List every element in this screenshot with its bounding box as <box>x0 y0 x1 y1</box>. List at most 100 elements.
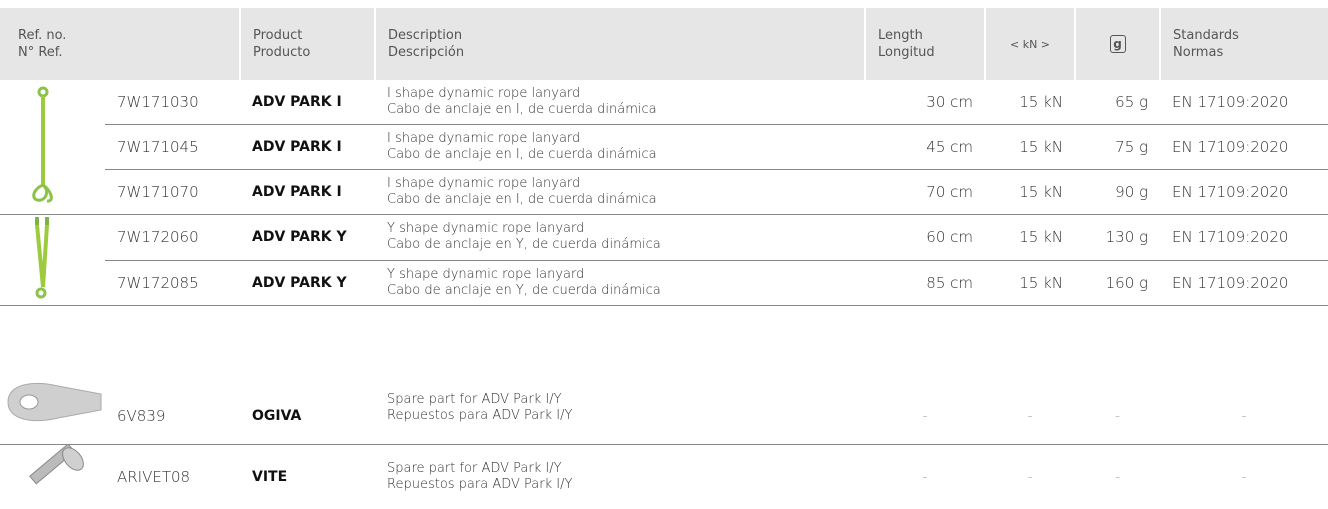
product-illustration <box>23 215 83 301</box>
header-text: Product <box>253 27 362 44</box>
standard: - <box>1160 306 1328 445</box>
cell-weight: 65 g <box>1075 80 1160 124</box>
description-en: Y shape dynamic rope lanyard <box>387 221 853 237</box>
header-text: Descripción <box>388 44 852 61</box>
product-illustration <box>3 372 103 432</box>
cell-length: 30 cm <box>865 80 985 124</box>
product-image <box>0 445 105 509</box>
weight-icon: g <box>1110 35 1126 53</box>
product-name: OGIVA <box>240 306 375 445</box>
cell-strength: - <box>985 306 1075 445</box>
ref-number: 7W171070 <box>105 169 240 214</box>
cell-length: - <box>865 306 985 445</box>
header-text: Normas <box>1173 44 1316 61</box>
standard: EN 17109:2020 <box>1160 80 1328 124</box>
ref-number: 7W171030 <box>105 80 240 124</box>
ref-number: 7W172060 <box>105 215 240 261</box>
product-name: ADV PARK I <box>240 80 375 124</box>
description-es: Repuestos para ADV Park I/Y <box>387 408 853 424</box>
product-illustration <box>13 445 93 505</box>
cell-weight: 90 g <box>1075 169 1160 214</box>
header-text: Length <box>878 27 972 44</box>
header-text: Standards <box>1173 27 1316 44</box>
cell-weight: - <box>1075 445 1160 509</box>
cell-length: 85 cm <box>865 260 985 306</box>
header-cell: < kN > <box>985 8 1075 80</box>
header-text: N° Ref. <box>18 44 227 61</box>
header-cell: g <box>1075 8 1160 80</box>
standard: - <box>1160 445 1328 509</box>
product-image <box>0 306 105 445</box>
ref-number: 7W171045 <box>105 124 240 169</box>
description-es: Repuestos para ADV Park I/Y <box>387 477 853 493</box>
product-name: ADV PARK I <box>240 124 375 169</box>
description-es: Cabo de anclaje en Y, de cuerda dinámica <box>387 237 853 253</box>
cell-weight: - <box>1075 306 1160 445</box>
standard: EN 17109:2020 <box>1160 215 1328 261</box>
description-es: Cabo de anclaje en I, de cuerda dinámica <box>387 102 853 118</box>
header-text: Producto <box>253 44 362 61</box>
header-text: Longitud <box>878 44 972 61</box>
cell-strength: 15 kN <box>985 169 1075 214</box>
cell-strength: 15 kN <box>985 124 1075 169</box>
description-en: Spare part for ADV Park I/Y <box>387 461 853 477</box>
cell-strength: 15 kN <box>985 215 1075 261</box>
description-es: Cabo de anclaje en I, de cuerda dinámica <box>387 147 853 163</box>
cell-strength: 15 kN <box>985 80 1075 124</box>
ref-number: ARIVET08 <box>105 445 240 509</box>
standard: EN 17109:2020 <box>1160 124 1328 169</box>
cell-length: 45 cm <box>865 124 985 169</box>
product-name: VITE <box>240 445 375 509</box>
description-es: Cabo de anclaje en Y, de cuerda dinámica <box>387 283 853 299</box>
description-en: Spare part for ADV Park I/Y <box>387 392 853 408</box>
description-en: I shape dynamic rope lanyard <box>387 131 853 147</box>
standard: EN 17109:2020 <box>1160 260 1328 306</box>
cell-weight: 130 g <box>1075 215 1160 261</box>
cell-length: - <box>865 445 985 509</box>
product-name: ADV PARK I <box>240 169 375 214</box>
description-en: I shape dynamic rope lanyard <box>387 86 853 102</box>
description-es: Cabo de anclaje en I, de cuerda dinámica <box>387 192 853 208</box>
ref-number: 7W172085 <box>105 260 240 306</box>
cell-strength: - <box>985 445 1075 509</box>
description-en: I shape dynamic rope lanyard <box>387 176 853 192</box>
product-illustration <box>23 80 83 210</box>
product-image <box>0 215 105 306</box>
cell-length: 70 cm <box>865 169 985 214</box>
standard: EN 17109:2020 <box>1160 169 1328 214</box>
product-name: ADV PARK Y <box>240 215 375 261</box>
product-image <box>0 80 105 215</box>
cell-weight: 75 g <box>1075 124 1160 169</box>
header-text: Ref. no. <box>18 27 227 44</box>
product-name: ADV PARK Y <box>240 260 375 306</box>
header-cell: Ref. no.N° Ref. <box>0 8 240 80</box>
ref-number: 6V839 <box>105 306 240 445</box>
header-text: < kN > <box>1010 38 1050 51</box>
description-en: Y shape dynamic rope lanyard <box>387 267 853 283</box>
header-text: Description <box>388 27 852 44</box>
cell-length: 60 cm <box>865 215 985 261</box>
cell-strength: 15 kN <box>985 260 1075 306</box>
cell-weight: 160 g <box>1075 260 1160 306</box>
